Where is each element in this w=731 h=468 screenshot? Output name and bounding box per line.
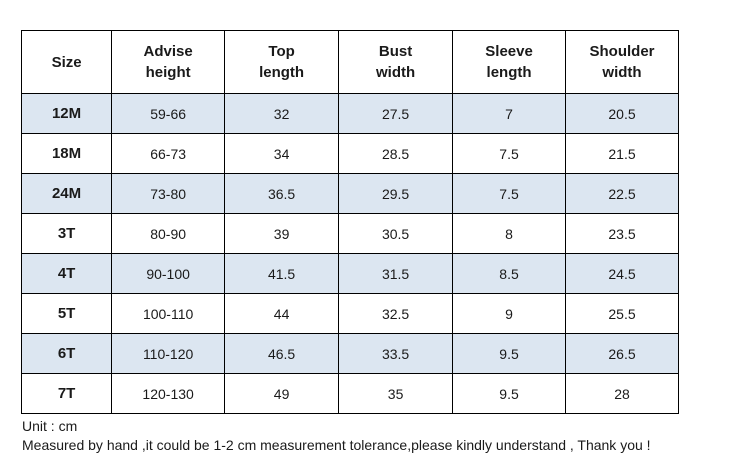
cell-shoulder-width: 28 [565, 373, 679, 414]
cell-advise-height: 80-90 [111, 213, 226, 254]
header-top-length-line2: length [259, 64, 305, 81]
cell-size: 3T [20, 213, 113, 254]
cell-sleeve-length: 7.5 [452, 133, 567, 174]
cell-shoulder-width: 21.5 [565, 133, 679, 174]
cell-size: 24M [20, 173, 113, 214]
cell-bust-width: 31.5 [338, 253, 454, 294]
header-advise-height: Advise height [111, 30, 226, 94]
cell-advise-height: 59-66 [111, 93, 226, 134]
header-bust-width: Bust width [338, 30, 454, 94]
cell-shoulder-width: 25.5 [565, 293, 679, 334]
cell-size: 6T [20, 333, 113, 374]
header-top-length: Top length [224, 30, 340, 94]
cell-sleeve-length: 9.5 [452, 333, 567, 374]
header-shoulder-width-line2: width [602, 64, 642, 81]
cell-shoulder-width: 20.5 [565, 93, 679, 134]
cell-advise-height: 73-80 [111, 173, 226, 214]
header-sleeve-length-line1: Sleeve [485, 43, 533, 60]
header-sleeve-length: Sleeve length [452, 30, 567, 94]
cell-sleeve-length: 8.5 [452, 253, 567, 294]
cell-sleeve-length: 7 [452, 93, 567, 134]
cell-sleeve-length: 9 [452, 293, 567, 334]
header-size-line1: Size [51, 53, 82, 71]
header-advise-height-line1: Advise [143, 43, 193, 60]
cell-advise-height: 90-100 [111, 253, 226, 294]
cell-size: 18M [20, 133, 113, 174]
table-body: 12M 59-66 32 27.5 7 20.5 18M 66-73 34 28.5 7.5 21.5… [20, 93, 679, 414]
unit-note: Unit : cm [22, 418, 78, 434]
table-row: 12M 59-66 32 27.5 7 20.5 [20, 93, 679, 134]
cell-advise-height: 100-110 [111, 293, 226, 334]
cell-bust-width: 33.5 [338, 333, 454, 374]
cell-top-length: 36.5 [224, 173, 340, 214]
header-advise-height-line2: height [145, 64, 191, 81]
cell-size: 7T [20, 373, 113, 414]
table-row: 7T 120-130 49 35 9.5 28 [20, 373, 679, 414]
table-row: 18M 66-73 34 28.5 7.5 21.5 [20, 133, 679, 174]
cell-advise-height: 66-73 [111, 133, 226, 174]
cell-top-length: 44 [224, 293, 340, 334]
cell-top-length: 34 [224, 133, 340, 174]
table-row: 6T 110-120 46.5 33.5 9.5 26.5 [20, 333, 679, 374]
header-bust-width-line2: width [375, 64, 416, 81]
cell-sleeve-length: 9.5 [452, 373, 567, 414]
cell-top-length: 46.5 [224, 333, 340, 374]
size-chart-table: Size Advise height Top length Bust width Sl… [20, 30, 679, 414]
cell-sleeve-length: 7.5 [452, 173, 567, 214]
table-row: 5T 100-110 44 32.5 9 25.5 [20, 293, 679, 334]
cell-shoulder-width: 23.5 [565, 213, 679, 254]
cell-shoulder-width: 24.5 [565, 253, 679, 294]
cell-advise-height: 120-130 [111, 373, 226, 414]
header-shoulder-width-line1: Shoulder [589, 43, 655, 60]
cell-bust-width: 35 [338, 373, 454, 414]
header-top-length-line1: Top [268, 43, 295, 60]
header-size: Size [20, 30, 113, 94]
cell-bust-width: 27.5 [338, 93, 454, 134]
cell-bust-width: 29.5 [338, 173, 454, 214]
tolerance-note: Measured by hand ,it could be 1-2 cm mea… [22, 437, 651, 453]
table-row: 24M 73-80 36.5 29.5 7.5 22.5 [20, 173, 679, 214]
table-header-row: Size Advise height Top length Bust width Sl… [20, 30, 679, 94]
cell-top-length: 49 [224, 373, 340, 414]
header-bust-width-line1: Bust [378, 43, 413, 60]
cell-bust-width: 30.5 [338, 213, 454, 254]
header-shoulder-width: Shoulder width [565, 30, 679, 94]
cell-size: 4T [20, 253, 113, 294]
header-sleeve-length-line2: length [486, 64, 532, 81]
cell-top-length: 41.5 [224, 253, 340, 294]
cell-size: 5T [20, 293, 113, 334]
cell-top-length: 32 [224, 93, 340, 134]
cell-sleeve-length: 8 [452, 213, 567, 254]
cell-top-length: 39 [224, 213, 340, 254]
cell-bust-width: 32.5 [338, 293, 454, 334]
cell-shoulder-width: 22.5 [565, 173, 679, 214]
cell-bust-width: 28.5 [338, 133, 454, 174]
cell-size: 12M [20, 93, 113, 134]
table-row: 3T 80-90 39 30.5 8 23.5 [20, 213, 679, 254]
cell-shoulder-width: 26.5 [565, 333, 679, 374]
table-row: 4T 90-100 41.5 31.5 8.5 24.5 [20, 253, 679, 294]
cell-advise-height: 110-120 [111, 333, 226, 374]
